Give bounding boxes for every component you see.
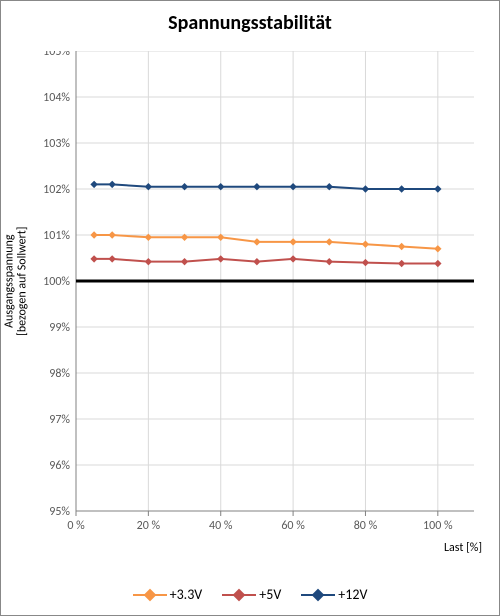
legend-item: +5V	[222, 586, 281, 603]
legend-marker	[222, 588, 256, 602]
svg-text:60 %: 60 %	[281, 519, 305, 533]
svg-text:105%: 105%	[43, 51, 70, 59]
svg-text:103%: 103%	[43, 137, 70, 151]
svg-text:104%: 104%	[43, 91, 70, 105]
chart-title: Spannungsstabilität	[1, 11, 499, 35]
legend-item: +12V	[301, 586, 367, 603]
legend: +3.3V +5V +12V	[1, 586, 499, 603]
legend-item: +3.3V	[133, 586, 203, 603]
svg-text:100%: 100%	[43, 275, 70, 289]
legend-label: +5V	[259, 586, 281, 603]
legend-marker	[301, 588, 335, 602]
svg-text:80 %: 80 %	[354, 519, 378, 533]
svg-text:102%: 102%	[43, 183, 70, 197]
svg-text:20 %: 20 %	[137, 519, 161, 533]
svg-text:97%: 97%	[49, 413, 70, 427]
svg-text:95%: 95%	[49, 505, 70, 519]
svg-text:99%: 99%	[49, 321, 70, 335]
legend-label: +3.3V	[170, 586, 203, 603]
x-axis-label: Last [%]	[444, 541, 482, 555]
svg-text:40 %: 40 %	[209, 519, 233, 533]
svg-text:100 %: 100 %	[423, 519, 453, 533]
plot-area: 95% 96% 97% 98% 99% 100% 101% 102% 103% 104% 105% 0…	[31, 51, 484, 541]
svg-text:98%: 98%	[49, 367, 70, 381]
svg-text:96%: 96%	[49, 459, 70, 473]
legend-label: +12V	[338, 586, 367, 603]
chart-container: Spannungsstabilität Ausgangsspannung [be…	[0, 0, 500, 616]
svg-text:0 %: 0 %	[67, 519, 85, 533]
legend-marker	[133, 588, 167, 602]
svg-text:101%: 101%	[43, 229, 70, 243]
y-axis-label-group: Ausgangsspannung [bezogen auf Sollwert]	[7, 51, 27, 511]
y-axis-label: Ausgangsspannung [bezogen auf Sollwert]	[4, 226, 30, 335]
